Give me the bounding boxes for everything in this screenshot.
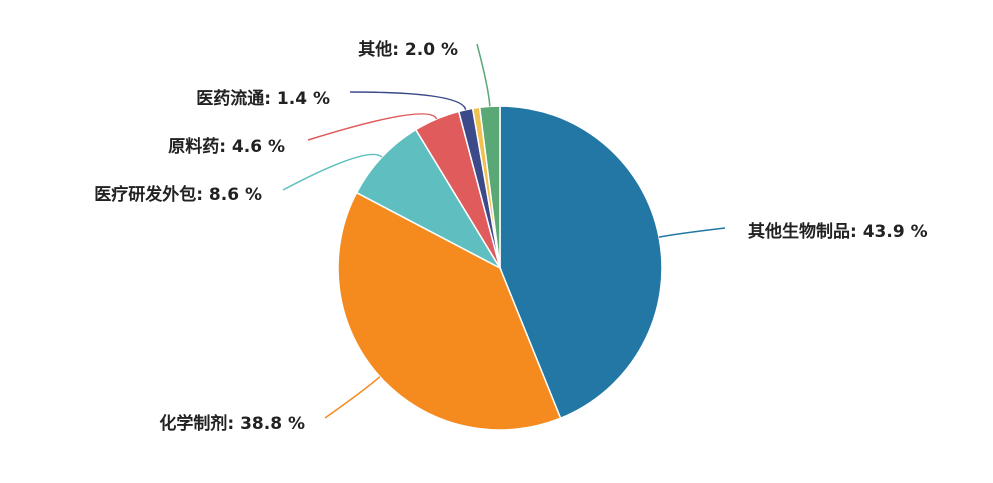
slice-label: 其他生物制品: 43.9 %: [748, 221, 928, 242]
slice-label: 医疗研发外包: 8.6 %: [94, 184, 262, 205]
slice-label: 其他: 2.0 %: [358, 39, 458, 60]
leader-line: [349, 91, 467, 110]
pie-slice: [337, 191, 562, 431]
leader-line: [658, 227, 726, 238]
leader-line: [307, 113, 438, 141]
slice-label: 原料药: 4.6 %: [168, 136, 285, 157]
pie-slice: [499, 105, 663, 420]
slice-label: 医药流通: 1.4 %: [196, 88, 330, 109]
leader-line: [324, 376, 381, 419]
leader-line: [476, 43, 491, 107]
slice-label: 化学制剂: 38.8 %: [159, 413, 305, 434]
leader-line: [282, 153, 383, 191]
pie-slice: [355, 128, 503, 270]
